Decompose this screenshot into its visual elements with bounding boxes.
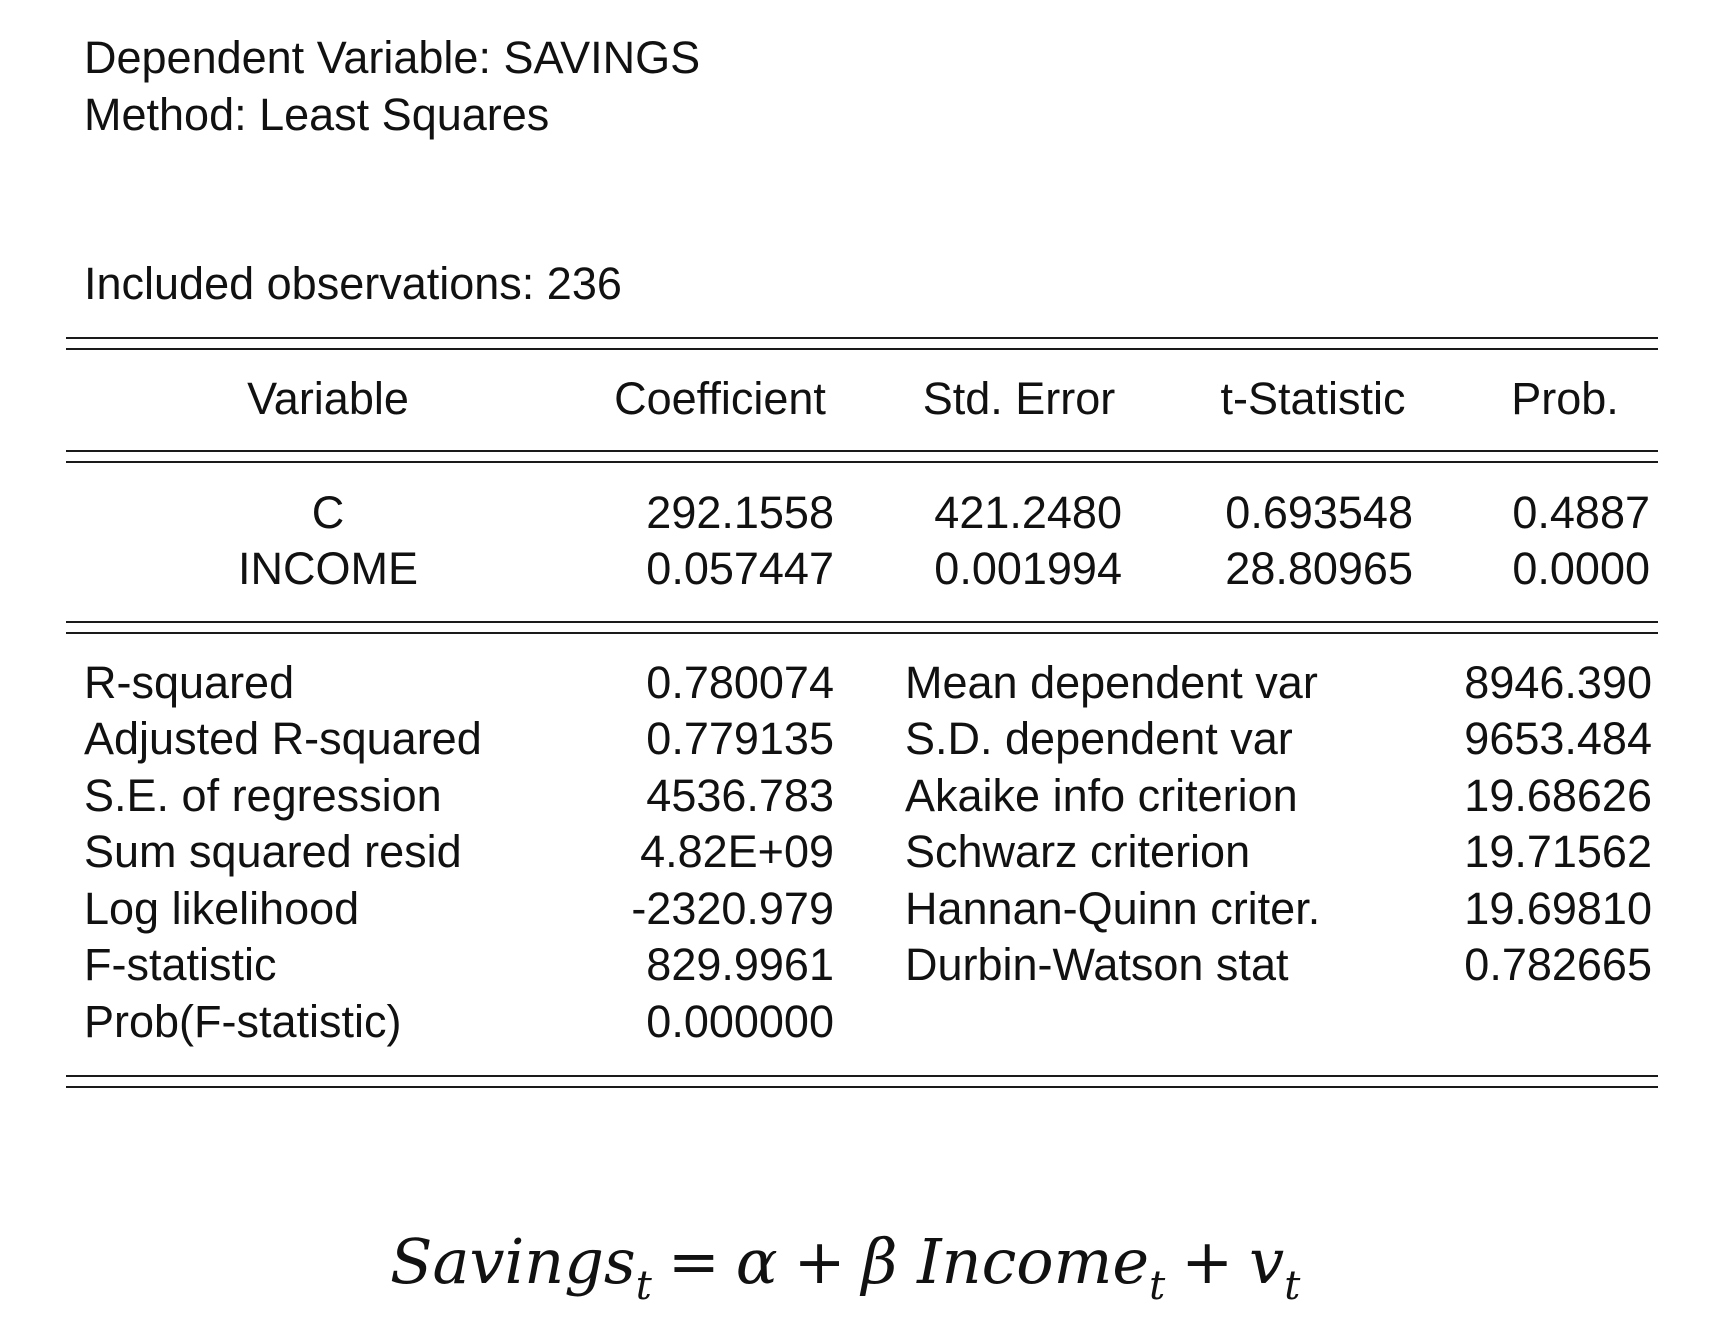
stat-label: F-statistic: [84, 939, 277, 990]
stat-value: 829.9961: [646, 939, 834, 990]
equation-income: Income: [917, 1225, 1150, 1298]
equation-income-subscript: t: [1149, 1263, 1166, 1309]
stat-label: Schwarz criterion: [905, 826, 1251, 877]
observations-line: Included observations: 236: [84, 258, 622, 309]
method-line: Method: Least Squares: [84, 89, 550, 140]
row-coefficient: 292.1558: [646, 487, 834, 538]
stat-value: 19.71562: [1464, 826, 1652, 877]
bottom-rule-1: [66, 1075, 1658, 1077]
stat-label: Sum squared resid: [84, 826, 462, 877]
row-t-statistic: 28.80965: [1225, 543, 1413, 594]
stat-value: 0.779135: [646, 713, 834, 764]
row-coefficient: 0.057447: [646, 543, 834, 594]
equation-lhs-subscript: t: [635, 1263, 652, 1309]
stat-value: 19.69810: [1464, 883, 1652, 934]
stat-label: Akaike info criterion: [905, 770, 1298, 821]
stat-label: Mean dependent var: [905, 657, 1318, 708]
header-variable: Variable: [247, 373, 409, 424]
row-prob: 0.4887: [1512, 487, 1650, 538]
equation-alpha: α: [735, 1225, 778, 1298]
stat-label: R-squared: [84, 657, 295, 708]
stat-value: 0.780074: [646, 657, 834, 708]
stat-label: S.E. of regression: [84, 770, 442, 821]
equation-plus: +: [1181, 1225, 1234, 1298]
stat-label: Durbin-Watson stat: [905, 939, 1289, 990]
dependent-variable-line: Dependent Variable: SAVINGS: [84, 32, 701, 83]
rows-rule-1: [66, 621, 1658, 623]
equation-plus: +: [793, 1225, 846, 1298]
stat-label: Hannan-Quinn criter.: [905, 883, 1321, 934]
stat-value: 9653.484: [1464, 713, 1652, 764]
stat-value: 8946.390: [1464, 657, 1652, 708]
table-top-rule-2: [66, 348, 1658, 350]
row-variable: INCOME: [238, 543, 418, 594]
stat-value: 0.782665: [1464, 939, 1652, 990]
stat-label: Prob(F-statistic): [84, 996, 402, 1047]
table-top-rule-1: [66, 337, 1658, 339]
stat-value: 19.68626: [1464, 770, 1652, 821]
row-std-error: 0.001994: [934, 543, 1122, 594]
equation-error-subscript: t: [1284, 1263, 1301, 1309]
row-prob: 0.0000: [1512, 543, 1650, 594]
stat-value: -2320.979: [631, 883, 834, 934]
equation-lhs: Savings: [390, 1225, 636, 1298]
equation-equals: =: [667, 1225, 720, 1298]
header-std-error: Std. Error: [922, 373, 1116, 424]
header-rule-1: [66, 450, 1658, 452]
equation-beta: β: [861, 1225, 898, 1298]
regression-equation: Savingst = α + β Incomet + vt: [390, 1222, 1300, 1326]
header-coefficient: Coefficient: [614, 373, 826, 424]
rows-rule-2: [66, 632, 1658, 634]
stat-value: 4536.783: [646, 770, 834, 821]
row-std-error: 421.2480: [934, 487, 1122, 538]
stat-value: 0.000000: [646, 996, 834, 1047]
stat-label: S.D. dependent var: [905, 713, 1293, 764]
row-t-statistic: 0.693548: [1225, 487, 1413, 538]
header-t-statistic: t-Statistic: [1220, 373, 1406, 424]
stat-label: Adjusted R-squared: [84, 713, 482, 764]
header-prob: Prob.: [1511, 373, 1619, 424]
equation-error-term: v: [1249, 1225, 1285, 1298]
header-rule-2: [66, 461, 1658, 463]
row-variable: C: [311, 487, 345, 538]
stat-label: Log likelihood: [84, 883, 360, 934]
bottom-rule-2: [66, 1086, 1658, 1088]
stat-value: 4.82E+09: [640, 826, 834, 877]
